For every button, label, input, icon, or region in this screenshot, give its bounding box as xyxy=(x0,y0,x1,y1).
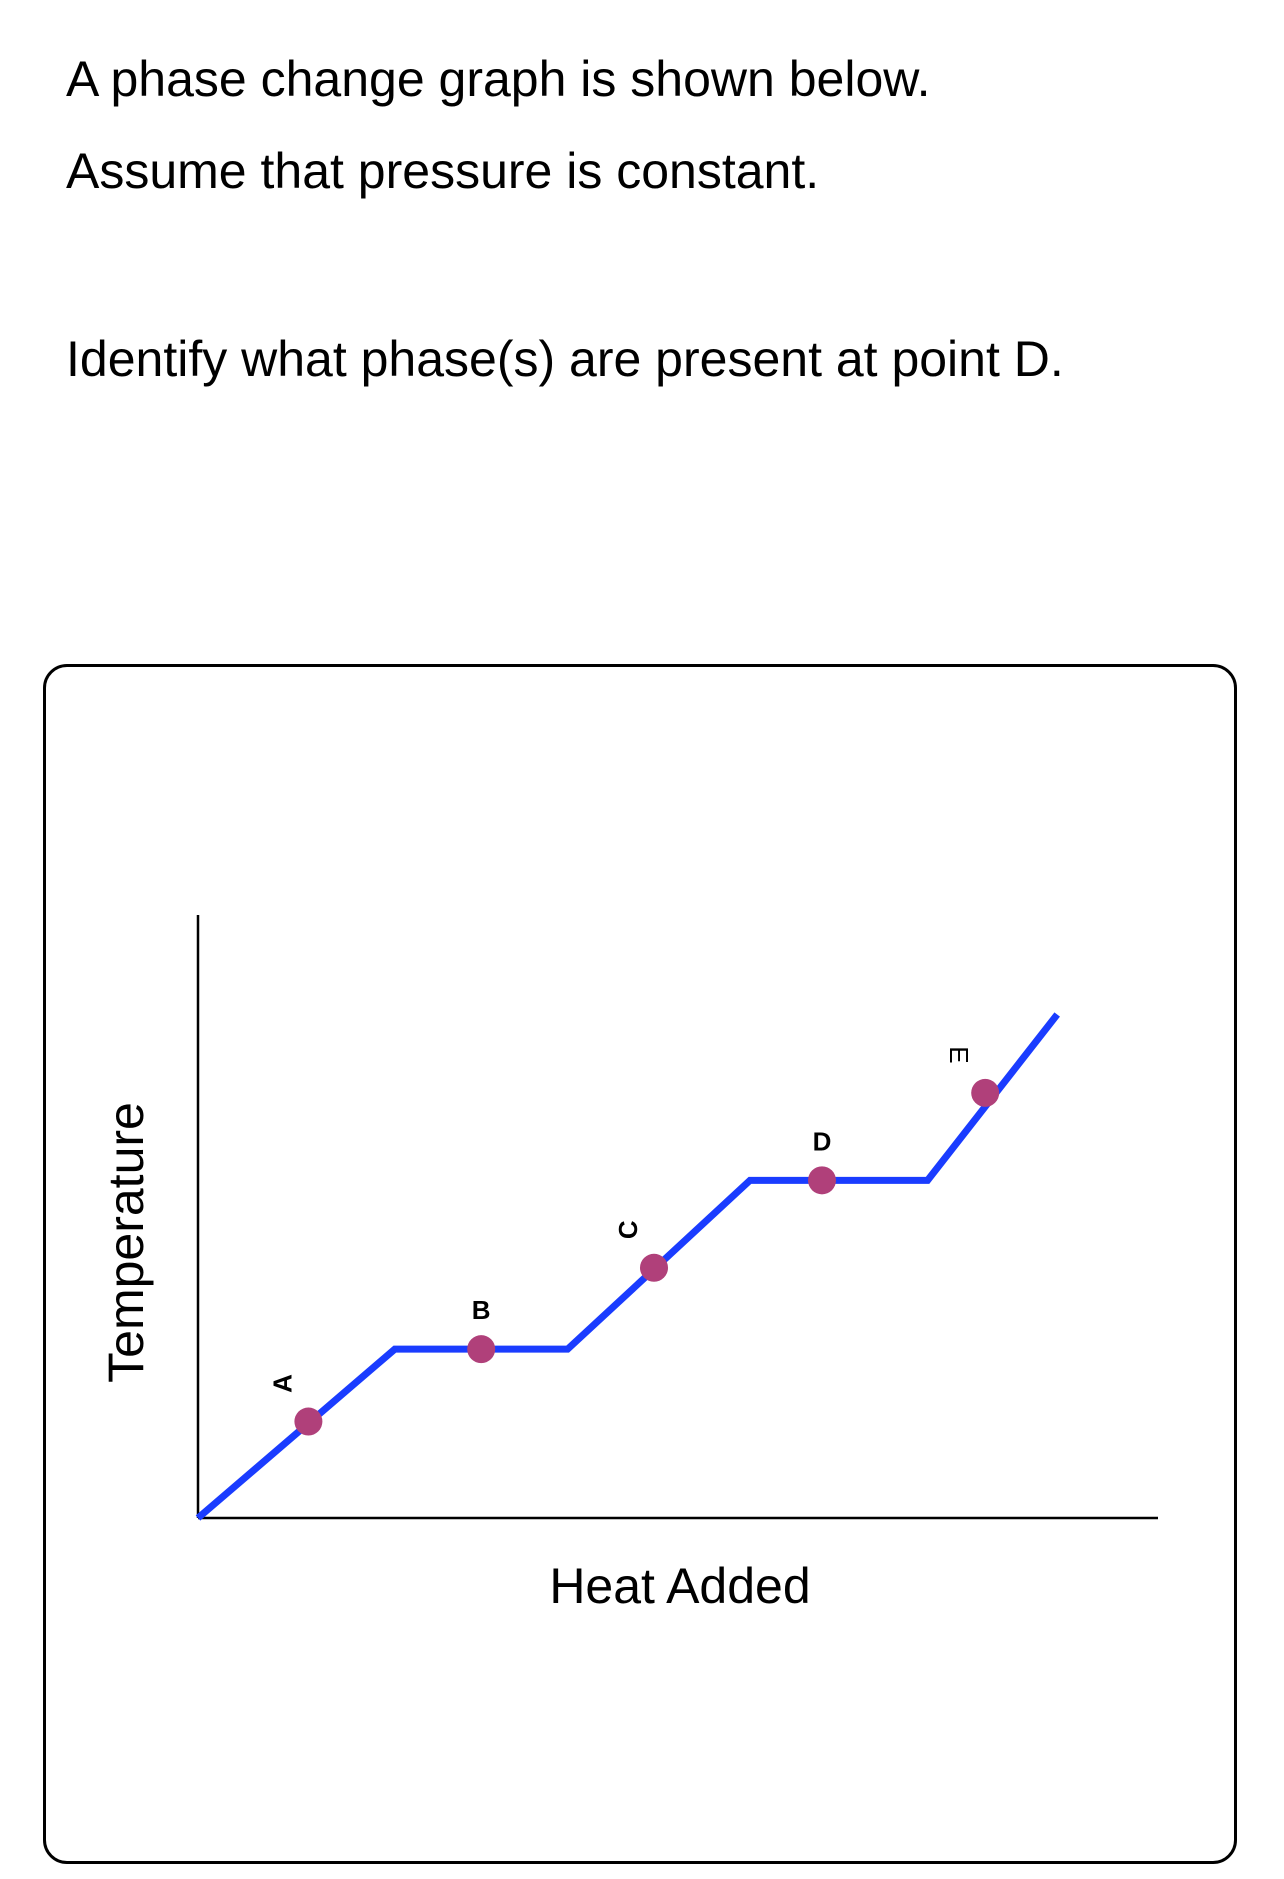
point-e xyxy=(971,1078,1000,1107)
graph-card xyxy=(43,664,1237,1864)
point-a xyxy=(294,1407,323,1436)
x-axis-label: Heat Added xyxy=(549,1558,810,1614)
series-layer xyxy=(195,1012,1060,1521)
question-line-1: A phase change graph is shown below. xyxy=(66,51,931,107)
point-d xyxy=(808,1166,836,1195)
point-label-c: C xyxy=(613,1220,643,1239)
question-prompt: Identify what phase(s) are present at po… xyxy=(66,331,1064,387)
question-line-2: Assume that pressure is constant. xyxy=(66,143,820,199)
y-axis-label: Temperature xyxy=(98,1102,154,1383)
series-line-0 xyxy=(195,1012,1060,1521)
point-label-b: B xyxy=(472,1295,491,1325)
point-b xyxy=(467,1335,496,1364)
point-label-d: D xyxy=(813,1126,832,1156)
points-layer: A B C D E xyxy=(267,1046,1000,1436)
point-label-a: A xyxy=(267,1374,297,1393)
axes xyxy=(196,915,1158,1520)
point-c xyxy=(640,1253,668,1282)
question-intro: A phase change graph is shown below. Ass… xyxy=(66,33,1216,217)
point-label-e: E xyxy=(944,1046,974,1063)
